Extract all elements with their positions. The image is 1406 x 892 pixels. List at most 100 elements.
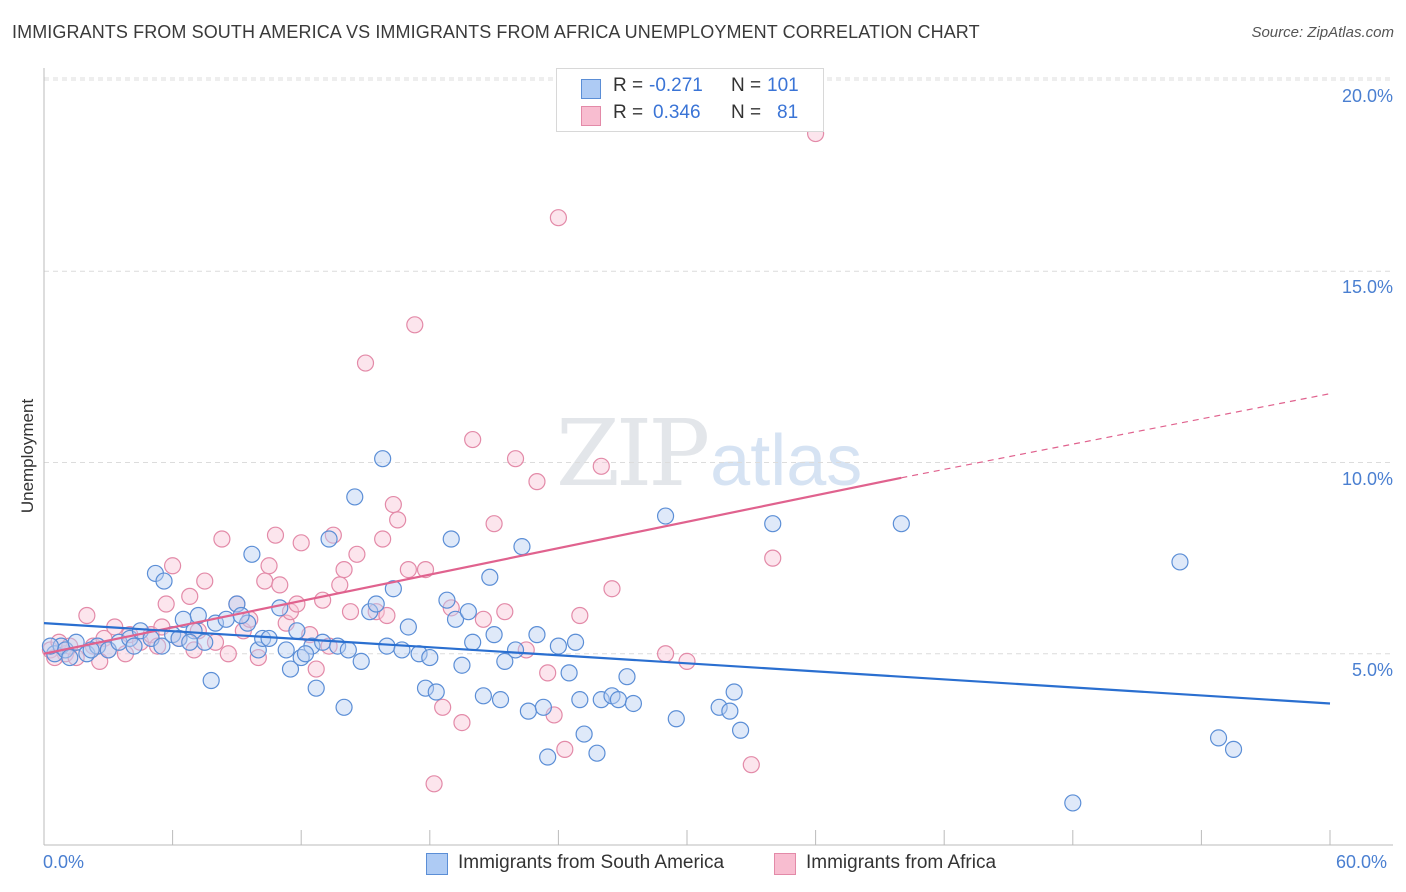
south-america-point (427, 683, 445, 701)
south-america-point (277, 641, 295, 659)
south-america-point (588, 744, 606, 762)
south-america-point (243, 545, 261, 563)
south-america-point (288, 622, 306, 640)
south-america-point (764, 515, 782, 533)
south-america-point (513, 538, 531, 556)
africa-point (506, 450, 525, 468)
south-america-point (506, 641, 525, 659)
africa-point (556, 740, 574, 758)
south-america-point (464, 633, 482, 651)
africa-point (399, 560, 417, 579)
south-america-point (539, 748, 557, 766)
watermark-atlas: atlas (710, 421, 863, 501)
africa-point (656, 645, 675, 663)
stats-n-label: N = (731, 75, 762, 96)
africa-point (335, 560, 353, 579)
south-america-point (346, 488, 364, 506)
south-america-point (196, 633, 214, 651)
stats-n-value: 101 (767, 75, 799, 96)
africa-point (341, 603, 360, 621)
south-america-point (438, 591, 456, 609)
south-america-point (421, 648, 439, 667)
africa-point (539, 664, 557, 682)
watermark-zip: ZIP (556, 400, 710, 507)
grid-lines (44, 77, 1393, 655)
south-america-point (571, 691, 589, 709)
stats-n-label: N = (731, 102, 762, 123)
africa-point (474, 610, 492, 628)
south-america-point (125, 637, 143, 655)
africa-point (378, 606, 396, 625)
y-tick-label: 15.0% (1341, 277, 1393, 298)
africa-point (331, 576, 349, 594)
south-america-point (453, 656, 471, 674)
stats-r-label: R = (613, 75, 644, 96)
trend-lines (43, 393, 1331, 705)
south-america-point (528, 626, 546, 644)
axes (43, 68, 1393, 846)
africa-point (571, 606, 589, 625)
x-tick-label-max: 60.0% (1336, 852, 1388, 872)
south-america-point (320, 530, 338, 548)
south-america-point (217, 610, 235, 628)
south-america-point (41, 637, 60, 655)
south-america-point (153, 637, 171, 655)
south-america-point (254, 629, 272, 648)
africa-point (592, 457, 610, 475)
south-america-point (721, 702, 739, 720)
south-america-point (534, 698, 552, 716)
africa-point (406, 316, 424, 334)
africa-point (425, 775, 443, 793)
south-america-point (339, 641, 357, 659)
south-america-point (155, 572, 173, 590)
south-america-point (1224, 740, 1243, 758)
south-america-point (442, 530, 460, 548)
south-america-point (496, 652, 514, 671)
south-america-point (485, 626, 503, 644)
south-america-point (416, 679, 435, 697)
africa-point (157, 595, 175, 613)
south-america-point (481, 568, 499, 586)
south-america-point (374, 450, 392, 468)
south-america-point (307, 679, 325, 697)
africa-point (356, 354, 375, 372)
africa-point (453, 713, 471, 732)
legend-label: Immigrants from Africa (806, 852, 997, 873)
south-america-point (170, 629, 188, 648)
africa-point (549, 209, 568, 227)
south-america-point (296, 645, 315, 663)
source-label: Source: ZipAtlas.com (1251, 24, 1394, 41)
south-america-point (519, 702, 537, 720)
south-america-point (725, 683, 743, 701)
africa-point (213, 530, 231, 548)
south-america-point (335, 698, 353, 716)
africa-point (219, 645, 237, 663)
south-america-point (549, 637, 568, 655)
africa-point (196, 572, 214, 590)
south-america-trend-line (43, 622, 1331, 705)
africa-point (389, 511, 407, 529)
south-america-point (710, 698, 728, 716)
africa-point (271, 576, 289, 594)
africa-point (292, 534, 310, 552)
south-america-point (378, 637, 396, 655)
stats-r-label: R = (613, 102, 644, 123)
south-america-point (271, 599, 289, 617)
africa-point (434, 698, 452, 716)
watermark: ZIPatlas (556, 400, 862, 507)
y-tick-label: 5.0% (1351, 659, 1393, 680)
africa-point (78, 606, 96, 625)
south-america-point (181, 633, 199, 651)
south-america-point (459, 603, 477, 621)
africa-point (528, 473, 546, 491)
south-america-point (892, 515, 910, 533)
south-america-point (491, 691, 510, 709)
south-america-point (61, 648, 79, 667)
south-america-point (367, 595, 385, 613)
south-america-point (446, 610, 465, 628)
south-america-point (1064, 794, 1082, 812)
africa-point (307, 660, 325, 678)
africa-point (260, 557, 278, 575)
legend-swatch-africa (774, 853, 796, 875)
